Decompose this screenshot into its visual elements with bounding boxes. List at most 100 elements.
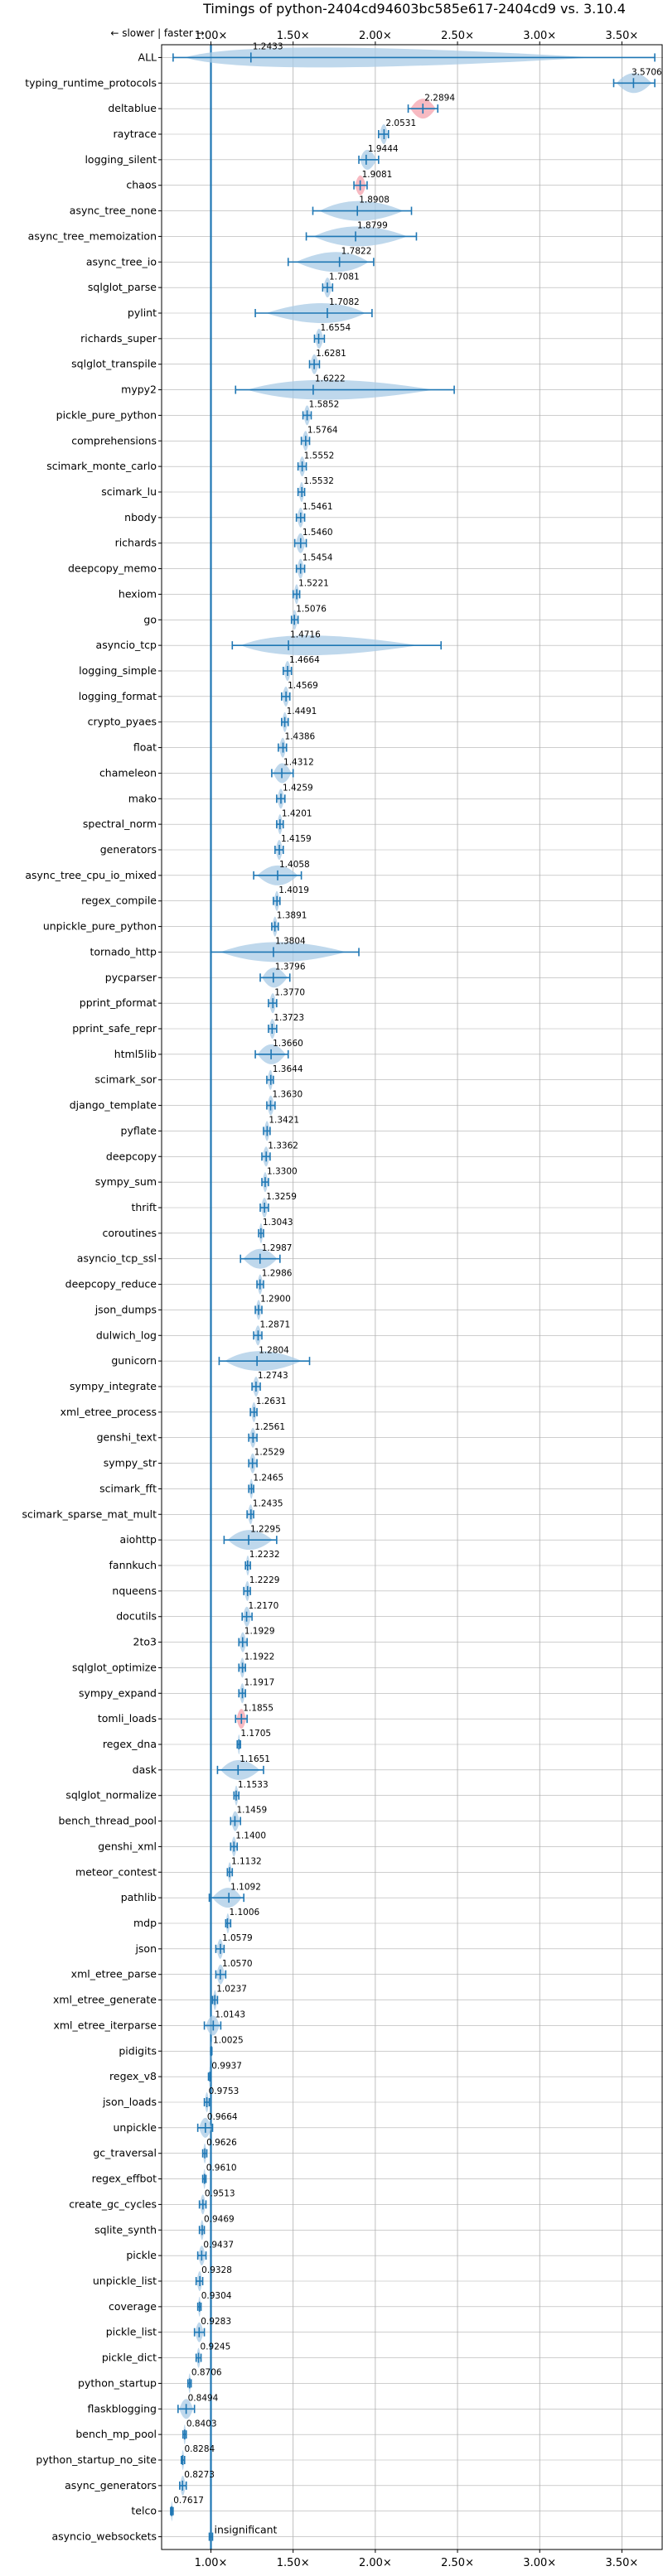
row-label: dask: [133, 1763, 157, 1776]
mean-label: 1.6554: [321, 323, 351, 333]
mean-label: 1.4259: [283, 783, 313, 793]
mean-label: 1.0570: [222, 1959, 253, 1969]
mean-label: 0.9626: [206, 2138, 237, 2148]
mean-label: 1.3804: [275, 937, 306, 947]
mean-label: 1.3259: [266, 1192, 297, 1202]
mean-label: 1.4569: [288, 681, 318, 691]
row-label: logging_format: [79, 690, 157, 702]
x-tick-label-top: 1.50×: [277, 30, 310, 42]
row-label: pickle_dict: [102, 2352, 157, 2364]
mean-label: 1.4201: [282, 808, 312, 818]
row-label: comprehensions: [71, 434, 157, 446]
row-label: pycparser: [105, 971, 157, 983]
row-label: mdp: [133, 1917, 157, 1929]
row-label: fannkuch: [109, 1559, 157, 1571]
row-label: python_startup: [78, 2376, 157, 2389]
row-label: nbody: [124, 511, 157, 523]
mean-label: 1.5076: [296, 604, 327, 614]
row-label: genshi_xml: [98, 1840, 157, 1852]
row-label: async_tree_cpu_io_mixed: [25, 869, 157, 881]
mean-label: 1.3796: [275, 962, 306, 972]
row-label: asyncio_websockets: [51, 2530, 157, 2543]
row-label: deepcopy_memo: [68, 562, 157, 575]
row-label: scimark_sor: [94, 1073, 157, 1086]
row-label: pickle_pure_python: [56, 408, 157, 421]
row-label: 2to3: [133, 1636, 157, 1648]
row-label: crypto_pyaes: [88, 716, 157, 728]
mean-label: 1.1929: [244, 1627, 275, 1637]
row-label: regex_v8: [109, 2070, 157, 2082]
row-label: deepcopy_reduce: [65, 1278, 157, 1290]
row-label: gc_traversal: [93, 2147, 157, 2159]
x-tick-label-top: 2.50×: [441, 30, 474, 42]
mean-label: 1.4716: [290, 630, 321, 639]
mean-label: 1.2804: [259, 1345, 289, 1355]
mean-label: 1.4664: [289, 655, 320, 665]
mean-label: 1.7081: [329, 272, 360, 282]
direction-note: ← slower | faster →: [110, 27, 204, 39]
mean-label: 1.2561: [254, 1422, 285, 1432]
row-label: asyncio_tcp: [96, 639, 157, 651]
mean-label: 1.8799: [357, 221, 388, 231]
row-label: sympy_integrate: [70, 1380, 157, 1392]
mean-label: 1.2433: [253, 42, 283, 52]
mean-label: 1.7822: [341, 246, 372, 256]
mean-label: 0.8284: [184, 2444, 215, 2454]
row-label: regex_dna: [103, 1738, 157, 1750]
row-label: async_generators: [65, 2479, 157, 2492]
mean-label: 0.9245: [201, 2342, 231, 2352]
mean-label: 0.9753: [209, 2086, 240, 2096]
row-label: pickle: [126, 2249, 157, 2261]
row-label: raytrace: [114, 128, 157, 140]
x-tick-label-bottom: 1.00×: [195, 2557, 228, 2569]
row-label: typing_runtime_protocols: [25, 76, 157, 89]
mean-label: 1.3660: [273, 1039, 303, 1049]
row-label: html5lib: [114, 1048, 157, 1060]
row-label: sqlglot_parse: [88, 281, 157, 293]
mean-label: 1.5852: [309, 400, 340, 410]
x-tick-label-bottom: 1.50×: [277, 2557, 310, 2569]
row-label: genshi_text: [97, 1431, 157, 1444]
mean-label: 1.0579: [222, 1933, 253, 1943]
mean-label: 1.3630: [273, 1090, 303, 1100]
insignificant-label: insignificant: [215, 2524, 278, 2536]
mean-label: 1.3300: [267, 1166, 298, 1176]
mean-label: 1.2295: [250, 1524, 281, 1534]
row-label: pprint_safe_repr: [72, 1022, 157, 1035]
row-label: nqueens: [112, 1585, 157, 1597]
mean-label: 1.7082: [329, 297, 360, 307]
row-label: json_dumps: [94, 1303, 157, 1315]
row-label: pidigits: [119, 2044, 157, 2057]
mean-label: 1.5460: [302, 528, 333, 538]
row-label: logging_simple: [79, 664, 157, 677]
mean-label: 0.7617: [173, 2496, 204, 2506]
x-tick-label-top: 3.00×: [523, 30, 556, 42]
row-label: float: [133, 741, 157, 754]
mean-label: 0.8706: [191, 2368, 222, 2378]
row-label: regex_compile: [81, 895, 157, 907]
mean-label: 1.4058: [279, 860, 310, 870]
mean-label: 3.5706: [632, 67, 662, 77]
row-label: telco: [131, 2505, 157, 2517]
mean-label: 1.0025: [213, 2035, 244, 2045]
mean-label: 0.9513: [205, 2189, 235, 2199]
x-tick-label-top: 2.00×: [359, 30, 392, 42]
row-label: unpickle: [113, 2121, 157, 2134]
row-label: pylint: [128, 306, 157, 319]
axes-layer: 1.00× 1.00× 1.50× 1.50× 2.00× 2.00× 2.50× 2.50×…: [158, 30, 663, 2569]
row-label: xml_etree_process: [60, 1406, 157, 1418]
labels-layer: ALL 1.2433 typing_runtime_protocols 3.5706 d…: [22, 42, 663, 2543]
mean-label: 1.1922: [244, 1652, 275, 1662]
mean-label: 1.1132: [231, 1856, 262, 1866]
mean-label: 1.4019: [278, 885, 309, 895]
x-tick-label-bottom: 3.00×: [523, 2557, 556, 2569]
row-label: sympy_expand: [79, 1686, 157, 1699]
mean-label: 1.2529: [254, 1448, 285, 1458]
row-label: xml_etree_generate: [53, 1994, 157, 2006]
row-label: sympy_sum: [95, 1175, 157, 1188]
row-label: gunicorn: [111, 1354, 157, 1367]
mean-label: 0.9328: [201, 2265, 232, 2275]
row-label: sqlglot_optimize: [72, 1661, 157, 1673]
row-label: richards: [115, 537, 157, 549]
